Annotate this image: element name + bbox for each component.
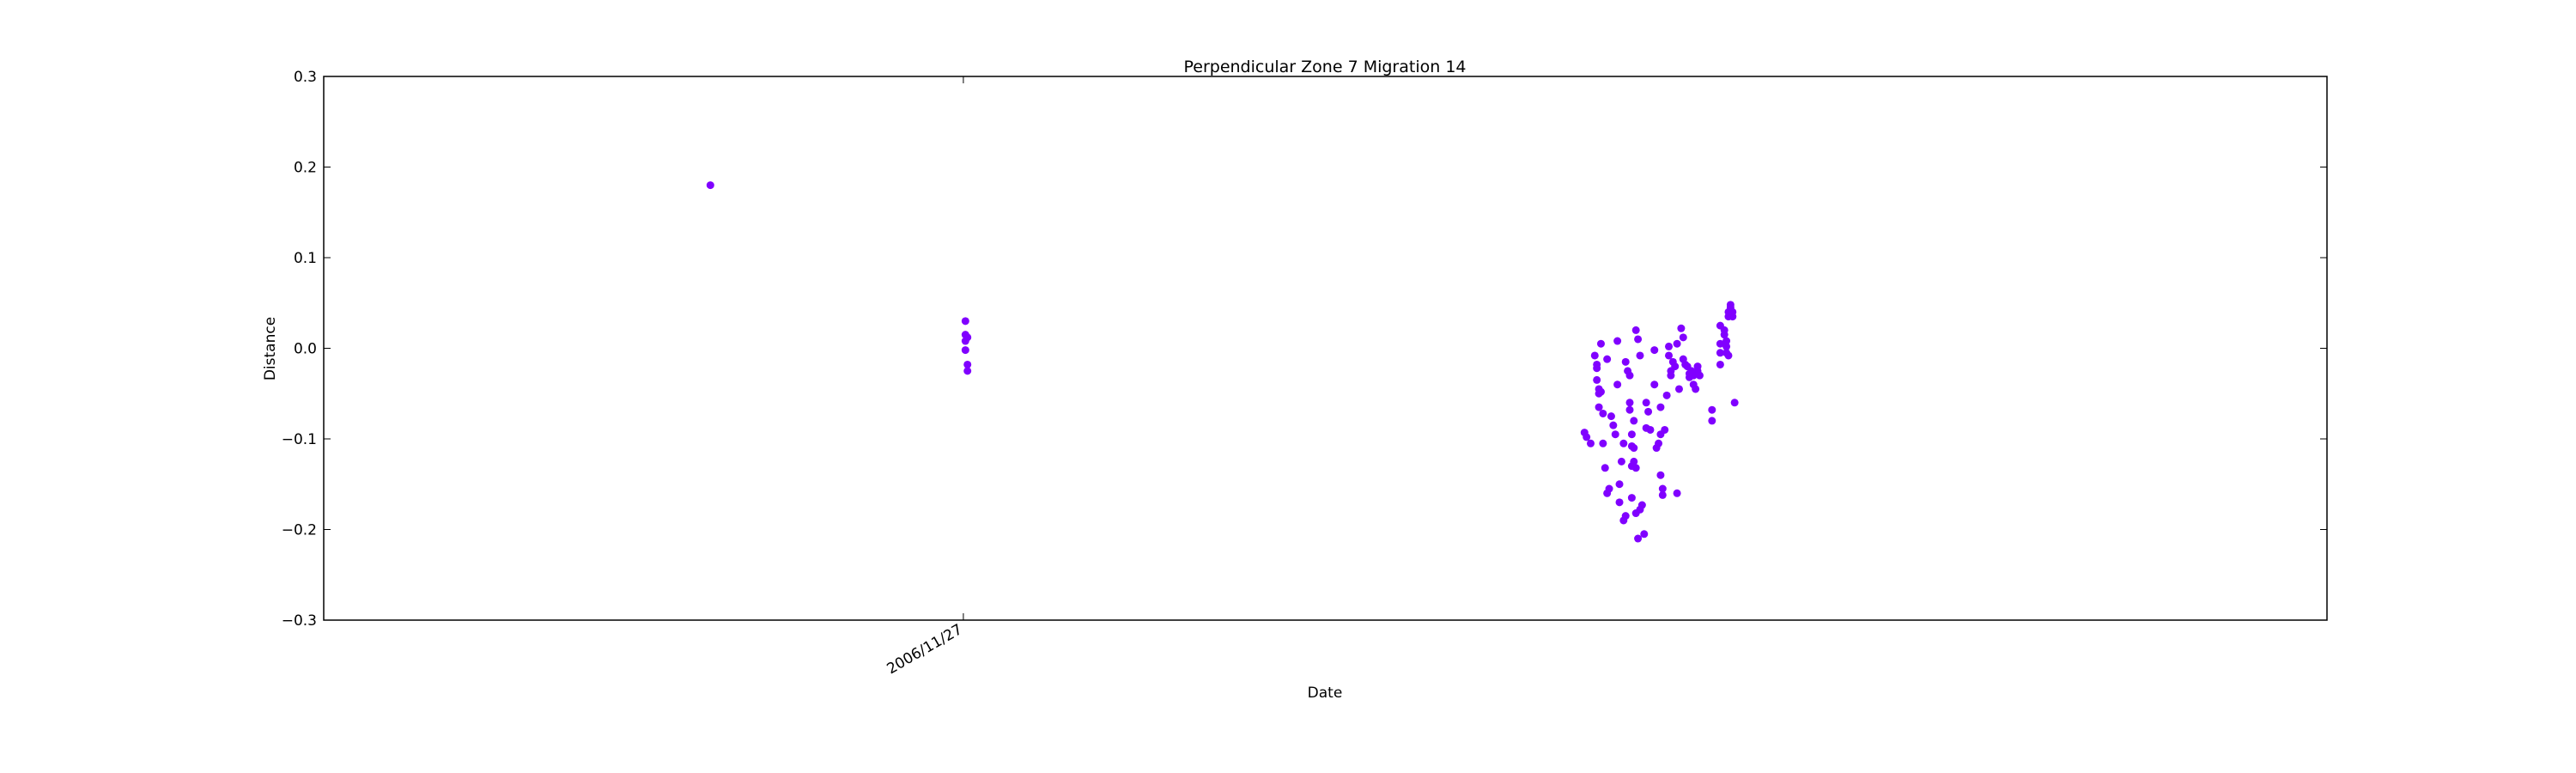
data-point (1662, 391, 1671, 399)
data-point (1636, 351, 1644, 360)
data-point (1655, 439, 1663, 447)
data-point (1583, 433, 1591, 441)
y-axis-label: Distance (262, 317, 279, 380)
data-point (1674, 385, 1683, 393)
y-tick-label: 0.1 (294, 250, 317, 267)
data-point (1677, 324, 1686, 332)
data-point (1617, 457, 1625, 466)
data-point (1599, 439, 1607, 447)
data-point (1613, 337, 1622, 345)
data-point (1644, 407, 1653, 416)
data-point (1593, 375, 1601, 384)
y-axis-ticks: 0.3 0.2 0.1 0.0 −0.1 −0.2 −0.3 (282, 69, 2327, 630)
data-point (1634, 534, 1643, 543)
data-point (1586, 439, 1595, 447)
plot-area (323, 76, 2328, 621)
data-point (1607, 412, 1615, 421)
data-point (1673, 489, 1681, 497)
data-point (1671, 362, 1680, 371)
data-point (1593, 364, 1601, 373)
data-point (963, 360, 972, 368)
data-point (1658, 490, 1667, 499)
data-point (1650, 346, 1659, 355)
data-point (1630, 444, 1638, 453)
data-point (1625, 405, 1634, 414)
data-point (1665, 342, 1674, 350)
data-point (961, 317, 969, 326)
data-point (1609, 421, 1618, 429)
data-point (1708, 417, 1716, 425)
data-point (1716, 349, 1724, 357)
data-point (1665, 351, 1674, 360)
data-point (1642, 399, 1650, 407)
data-point (963, 333, 972, 342)
data-point (1646, 425, 1655, 434)
data-point (1695, 371, 1704, 380)
data-point (1722, 342, 1731, 350)
data-point (1615, 498, 1624, 507)
data-point (1728, 313, 1737, 321)
data-point (1658, 484, 1667, 493)
data-point (1590, 351, 1599, 360)
data-point (1661, 425, 1669, 434)
data-point (1599, 409, 1607, 417)
y-tick-label: 0.2 (294, 160, 317, 177)
data-point (1615, 480, 1624, 489)
data-point (1630, 417, 1638, 425)
data-point (1630, 457, 1638, 466)
data-point (1621, 357, 1630, 366)
data-point (1621, 512, 1630, 520)
data-point (1611, 430, 1619, 439)
data-point (1613, 380, 1622, 389)
data-point (1692, 385, 1700, 393)
data-point (1716, 339, 1724, 348)
chart-title: Perpendicular Zone 7 Migration 14 (1183, 58, 1466, 76)
data-point (963, 367, 972, 375)
x-tick-label: 2006/11/27 (884, 621, 966, 678)
data-points (706, 181, 1739, 543)
data-point (1667, 371, 1675, 380)
data-point (1625, 371, 1634, 380)
data-point (1726, 301, 1735, 309)
data-point (1601, 464, 1609, 472)
data-point (1619, 439, 1628, 447)
data-point (1634, 335, 1643, 344)
data-point (1724, 351, 1733, 360)
data-point (961, 346, 969, 355)
data-point (1650, 380, 1659, 389)
x-axis-label: Date (1308, 685, 1343, 702)
data-point (1627, 494, 1636, 502)
data-point (1631, 326, 1640, 334)
data-point (1673, 339, 1681, 348)
data-point (1596, 339, 1605, 348)
data-point (1605, 484, 1613, 493)
data-point (1625, 399, 1634, 407)
y-tick-label: 0.0 (294, 341, 317, 358)
data-point (1656, 471, 1665, 479)
data-point (1722, 337, 1731, 345)
data-point (1603, 355, 1612, 363)
data-point (1720, 331, 1728, 339)
data-point (1716, 360, 1724, 368)
y-tick-label: −0.3 (282, 612, 317, 630)
data-point (706, 181, 714, 190)
y-tick-label: −0.2 (282, 522, 317, 539)
data-point (1596, 387, 1605, 396)
data-point (1679, 333, 1687, 342)
y-tick-label: 0.3 (294, 69, 317, 86)
data-point (1640, 530, 1649, 539)
data-point (1730, 399, 1739, 407)
data-point (1656, 403, 1665, 411)
data-point (1627, 430, 1636, 439)
data-point (1631, 464, 1640, 472)
data-point (1708, 405, 1716, 414)
y-tick-label: −0.1 (282, 431, 317, 448)
data-point (1637, 501, 1646, 509)
data-point (1595, 403, 1603, 411)
